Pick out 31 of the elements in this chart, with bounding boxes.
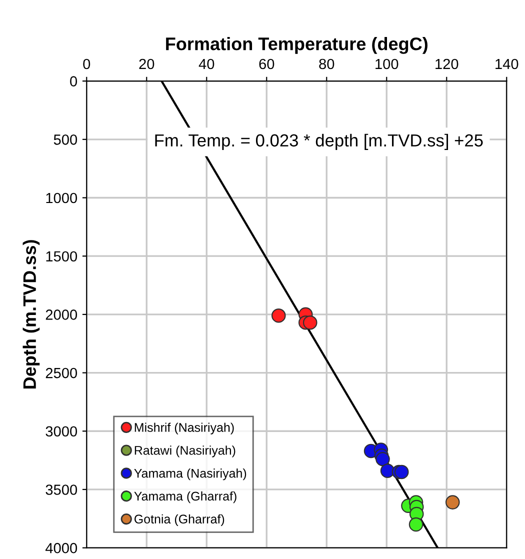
x-tick-label: 80 [319,58,334,70]
x-tick-label: 100 [376,58,398,70]
y-tick-label: 2500 [46,368,78,378]
legend-label: Yamama (Gharraf) [134,491,236,504]
y-tick-label: 4000 [45,542,78,554]
point [445,495,460,510]
point [271,308,286,323]
legend-label: Gotnia (Gharraf) [134,514,224,526]
y-tick-label: 1500 [46,251,78,262]
legend-label: Ratawi (Nasiriyah) [134,446,236,458]
y-tick-label: 3500 [46,484,78,495]
legend-label: Mishrif (Nasiriyah) [134,422,234,434]
point [302,315,318,330]
x-tick-label: 40 [198,58,214,70]
point [376,452,390,466]
x-tick-label: 120 [436,58,458,70]
y-tick-label: 2000 [46,310,78,320]
x-tick-label: 60 [259,58,274,70]
annotation: Fm. Temp. = 0.023 * depth [m.TVD.ss] +25 [155,134,483,150]
x-tick-label: 140 [496,58,518,70]
x-axis-title: Formation Temperature (degC) [166,37,428,54]
y-tick-label: 1000 [46,192,78,204]
y-tick-label: 3000 [46,426,78,437]
x-tick-label: 0 [83,58,90,70]
y-tick-label: 0 [70,76,78,86]
y-tick-label: 500 [54,134,78,145]
point [408,517,424,532]
y-axis-title: Depth (m.TVD.ss) [22,240,40,388]
legend-label: Yamama (Nasiriyah) [134,468,246,480]
x-tick-label: 20 [139,58,154,70]
point [380,464,395,478]
